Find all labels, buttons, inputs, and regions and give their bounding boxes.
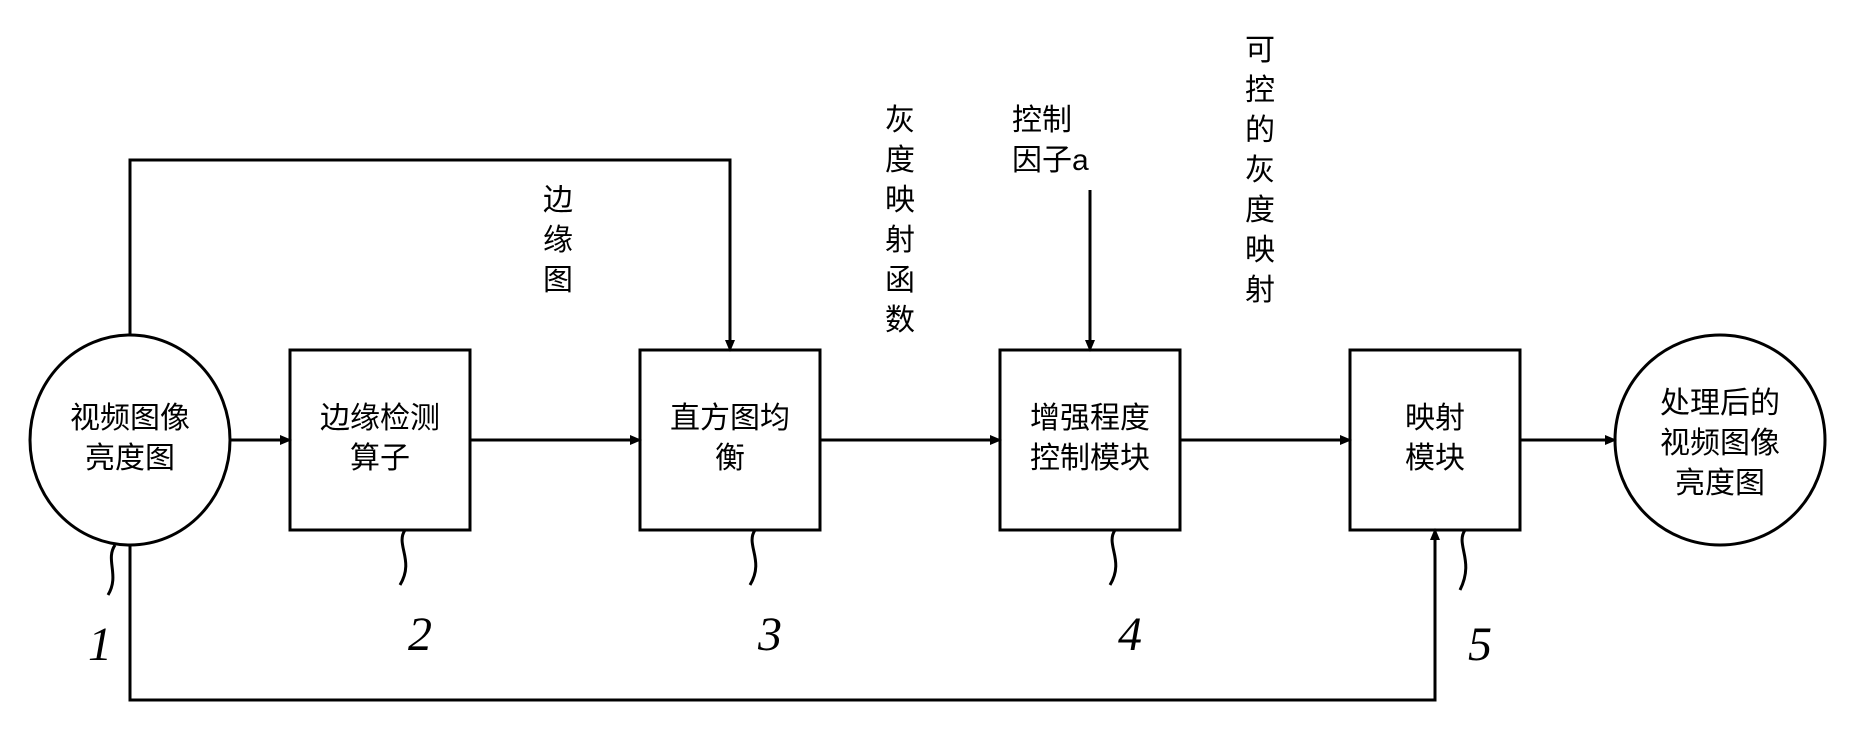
- num-2: 2: [408, 608, 432, 661]
- squiggle-2: [400, 530, 406, 585]
- edge-1-3-top: [130, 160, 730, 350]
- label-edge-map-c0: 边: [543, 184, 573, 217]
- label-gray-map-fn: 灰 度 映 射 函 数: [885, 104, 915, 337]
- label-control-factor-l0: 控制: [1012, 104, 1072, 137]
- node-mapping-shape: [1350, 350, 1520, 530]
- edge-1-5-bottom: [130, 530, 1435, 700]
- squiggle-3: [750, 530, 756, 585]
- label-controllable-map-c0: 可: [1245, 34, 1275, 67]
- squiggle-4: [1110, 530, 1116, 585]
- node-histogram-line2: 衡: [715, 442, 745, 475]
- label-gray-map-fn-c5: 数: [885, 304, 915, 337]
- label-edge-map: 边 缘 图: [543, 184, 573, 297]
- num-3: 3: [757, 608, 782, 661]
- node-output-line1: 处理后的: [1660, 387, 1780, 420]
- label-controllable-map-c5: 映: [1245, 234, 1275, 267]
- node-input: 视频图像 亮度图: [30, 335, 230, 545]
- label-edge-map-c2: 图: [543, 264, 573, 297]
- node-histogram-shape: [640, 350, 820, 530]
- node-histogram-line1: 直方图均: [670, 402, 790, 435]
- node-mapping-line1: 映射: [1405, 402, 1465, 435]
- num-5: 5: [1468, 618, 1492, 671]
- node-enhance-control-line1: 增强程度: [1030, 402, 1150, 435]
- node-enhance-control-line2: 控制模块: [1030, 442, 1150, 475]
- num-4: 4: [1118, 608, 1142, 661]
- node-enhance-control-shape: [1000, 350, 1180, 530]
- label-controllable-map-c3: 灰: [1245, 154, 1275, 187]
- label-controllable-map-c2: 的: [1245, 114, 1275, 147]
- node-mapping-line2: 模块: [1405, 442, 1465, 475]
- label-gray-map-fn-c2: 映: [885, 184, 915, 217]
- label-gray-map-fn-c3: 射: [885, 224, 915, 257]
- label-edge-map-c1: 缘: [543, 224, 573, 257]
- squiggle-1: [108, 545, 115, 595]
- label-gray-map-fn-c1: 度: [885, 144, 915, 177]
- num-1: 1: [88, 618, 112, 671]
- label-controllable-map: 可 控 的 灰 度 映 射: [1245, 34, 1275, 307]
- node-output-line2: 视频图像: [1660, 427, 1780, 460]
- node-output-line3: 亮度图: [1675, 467, 1765, 500]
- node-edge-detect-line2: 算子: [350, 442, 410, 475]
- node-input-line2: 亮度图: [85, 442, 175, 475]
- node-edge-detect-shape: [290, 350, 470, 530]
- label-gray-map-fn-c0: 灰: [885, 104, 915, 137]
- label-controllable-map-c1: 控: [1245, 74, 1275, 107]
- node-mapping: 映射 模块: [1350, 350, 1520, 530]
- label-gray-map-fn-c4: 函: [885, 264, 915, 297]
- node-input-shape: [30, 335, 230, 545]
- node-enhance-control: 增强程度 控制模块: [1000, 350, 1180, 530]
- label-controllable-map-c6: 射: [1245, 274, 1275, 307]
- node-edge-detect: 边缘检测 算子: [290, 350, 470, 530]
- label-control-factor: 控制 因子a: [1012, 104, 1089, 177]
- squiggle-5: [1460, 530, 1466, 590]
- node-output: 处理后的 视频图像 亮度图: [1615, 335, 1825, 545]
- node-edge-detect-line1: 边缘检测: [320, 402, 440, 435]
- label-controllable-map-c4: 度: [1245, 194, 1275, 227]
- node-histogram: 直方图均 衡: [640, 350, 820, 530]
- node-input-line1: 视频图像: [70, 402, 190, 435]
- label-control-factor-l1: 因子a: [1012, 144, 1089, 177]
